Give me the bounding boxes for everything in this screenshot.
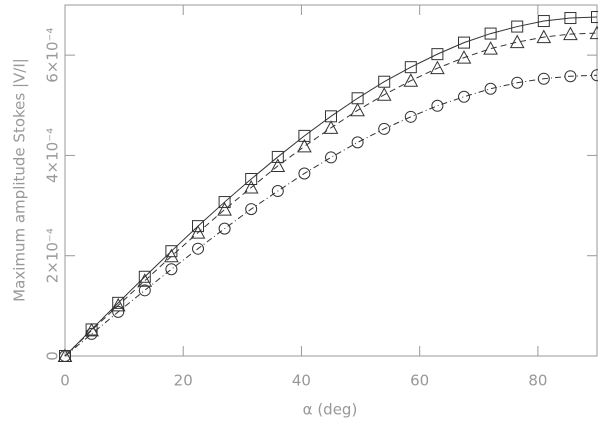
marker-circle (404, 110, 417, 123)
x-axis-label: α (deg) (303, 401, 358, 419)
marker-triangle (376, 87, 392, 101)
marker-square (537, 15, 550, 28)
marker-circle (511, 76, 524, 89)
marker-triangle (350, 102, 365, 117)
marker-square (298, 129, 311, 142)
marker-square (404, 61, 417, 74)
marker-triangle (217, 202, 232, 216)
marker-triangle (270, 158, 286, 172)
marker-square (112, 296, 125, 309)
marker-square (271, 150, 284, 163)
marker-circle (138, 284, 151, 297)
marker-circle (271, 185, 284, 198)
marker-circle (378, 122, 391, 135)
marker-circle (537, 72, 550, 85)
marker-circle (484, 82, 497, 95)
marker-triangle (137, 273, 153, 287)
marker-square (511, 20, 524, 33)
marker-circle (192, 242, 204, 255)
x-tick-label: 40 (292, 372, 311, 390)
y-axis-label: Maximum amplitude Stokes |V/I| (11, 58, 29, 302)
marker-circle (564, 70, 577, 83)
marker-circle (112, 305, 125, 318)
marker-square (458, 36, 470, 49)
marker-circle (218, 222, 231, 235)
y-tick-label: 2×10⁻⁴ (44, 228, 62, 283)
marker-circle (85, 327, 98, 340)
marker-circle (325, 151, 337, 164)
marker-square (564, 12, 577, 25)
y-tick-label: 6×10⁻⁴ (44, 28, 62, 83)
series-line (64, 74, 598, 357)
plot-frame (64, 4, 598, 357)
marker-square (218, 196, 231, 209)
marker-triangle (323, 120, 339, 134)
marker-circle (245, 203, 258, 216)
marker-circle (431, 99, 444, 112)
marker-square (431, 48, 444, 61)
marker-triangle (589, 25, 598, 40)
marker-circle (458, 90, 470, 103)
marker-triangle (164, 248, 179, 263)
marker-triangle (430, 60, 445, 75)
marker-square (138, 270, 151, 283)
marker-circle (298, 167, 311, 180)
marker-square (245, 172, 258, 185)
x-tick-label: 60 (410, 372, 429, 390)
marker-square (591, 11, 598, 24)
marker-triangle (403, 73, 419, 87)
x-tick-label: 0 (60, 372, 70, 390)
marker-triangle (190, 225, 206, 239)
marker-triangle (563, 26, 578, 41)
y-tick-label: 0 (44, 351, 62, 361)
y-tick-label: 4×10⁻⁴ (44, 128, 62, 183)
marker-circle (591, 69, 598, 82)
marker-square (484, 27, 497, 40)
marker-triangle (297, 138, 312, 153)
marker-triangle (110, 297, 126, 312)
x-tick-label: 80 (528, 372, 547, 390)
series-line (64, 32, 598, 357)
marker-square (192, 220, 204, 233)
marker-triangle (483, 41, 498, 55)
marker-triangle (243, 179, 259, 194)
marker-triangle (456, 50, 472, 64)
marker-circle (59, 350, 71, 362)
marker-triangle (509, 34, 525, 49)
x-tick-label: 20 (174, 372, 193, 390)
series-line (64, 16, 598, 357)
marker-circle (165, 263, 178, 276)
marker-triangle (536, 29, 552, 44)
marker-circle (351, 136, 364, 149)
